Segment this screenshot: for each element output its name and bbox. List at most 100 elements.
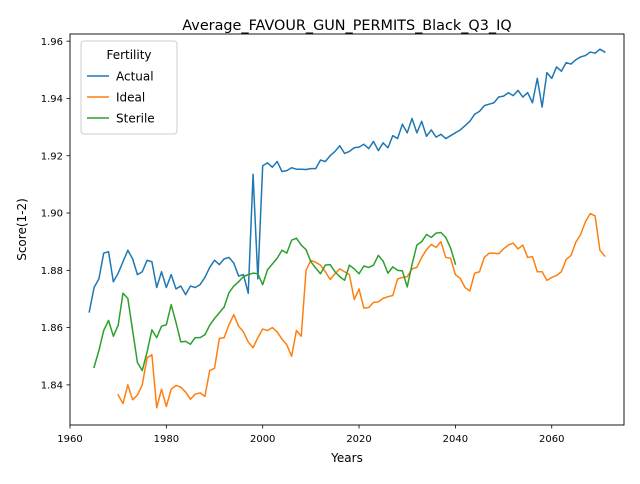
y-tick-label: 1.94: [41, 94, 63, 105]
data-point-actual: [189, 285, 192, 287]
y-axis-label: Score(1-2): [15, 198, 29, 261]
data-point-actual: [247, 292, 249, 294]
data-point-actual: [531, 102, 534, 104]
data-point-sterile: [411, 263, 413, 266]
data-point-ideal: [372, 301, 375, 303]
data-point-ideal: [546, 279, 548, 281]
data-point-sterile: [107, 319, 110, 322]
data-point-actual: [454, 132, 456, 134]
data-point-sterile: [319, 273, 322, 275]
data-point-actual: [276, 160, 278, 163]
data-point-actual: [262, 165, 264, 167]
data-point-actual: [175, 288, 177, 290]
data-point-actual: [377, 149, 379, 152]
data-point-ideal: [141, 384, 143, 386]
data-point-actual: [199, 284, 201, 286]
data-point-ideal: [136, 394, 139, 396]
data-point-ideal: [343, 271, 346, 273]
data-point-ideal: [358, 288, 360, 290]
data-point-actual: [324, 160, 326, 163]
data-point-sterile: [329, 263, 331, 266]
data-point-sterile: [286, 252, 288, 254]
data-point-sterile: [242, 276, 245, 278]
data-point-ideal: [156, 407, 158, 409]
data-point-actual: [156, 286, 158, 289]
data-point-ideal: [594, 215, 596, 217]
data-point-ideal: [396, 278, 399, 280]
data-point-ideal: [233, 314, 235, 316]
data-point-actual: [449, 135, 452, 137]
data-point-actual: [334, 150, 336, 153]
data-point-sterile: [440, 231, 442, 234]
data-point-sterile: [103, 329, 105, 332]
data-point-actual: [401, 123, 403, 125]
data-point-ideal: [531, 255, 534, 258]
data-point-sterile: [295, 237, 298, 239]
data-point-sterile: [353, 268, 355, 270]
data-point-ideal: [555, 274, 558, 277]
data-point-actual: [329, 155, 331, 157]
data-point-sterile: [228, 292, 230, 294]
data-point-sterile: [132, 329, 134, 332]
data-point-sterile: [271, 263, 273, 265]
data-point-actual: [536, 77, 538, 79]
data-point-ideal: [580, 233, 582, 236]
data-point-sterile: [180, 341, 182, 343]
data-point-sterile: [358, 273, 360, 275]
data-point-sterile: [421, 241, 423, 243]
data-point-actual: [488, 103, 490, 105]
data-point-ideal: [493, 252, 495, 254]
x-tick-label: 2040: [443, 434, 468, 445]
data-point-sterile: [185, 340, 187, 342]
data-point-actual: [295, 168, 298, 170]
data-point-ideal: [165, 405, 167, 407]
data-point-actual: [228, 256, 230, 259]
data-point-sterile: [165, 324, 167, 326]
data-point-actual: [300, 168, 302, 170]
data-point-ideal: [464, 286, 466, 289]
data-point-ideal: [281, 338, 283, 340]
legend-label-sterile: Sterile: [116, 111, 155, 125]
data-point-ideal: [151, 354, 153, 356]
data-point-actual: [136, 274, 139, 276]
data-point-ideal: [213, 367, 216, 369]
data-point-ideal: [175, 384, 177, 387]
data-point-ideal: [498, 253, 500, 255]
data-point-sterile: [300, 244, 302, 246]
data-point-ideal: [180, 386, 182, 388]
data-point-actual: [319, 159, 322, 161]
data-point-actual: [445, 137, 447, 140]
data-point-actual: [594, 52, 596, 54]
data-point-actual: [305, 168, 307, 171]
data-point-actual: [209, 266, 211, 269]
data-point-ideal: [132, 399, 134, 401]
data-point-ideal: [483, 256, 485, 259]
data-point-sterile: [209, 324, 211, 326]
y-tick-label: 1.86: [41, 323, 63, 334]
data-point-ideal: [599, 249, 601, 251]
data-point-sterile: [151, 329, 153, 331]
data-point-sterile: [315, 267, 317, 269]
y-tick-label: 1.90: [41, 209, 63, 220]
data-point-actual: [286, 170, 288, 172]
data-point-ideal: [522, 244, 524, 246]
data-point-sterile: [281, 249, 283, 251]
legend-box: [80, 40, 178, 135]
x-axis-label: Years: [330, 451, 363, 465]
data-point-actual: [382, 142, 384, 144]
data-point-sterile: [377, 254, 379, 257]
data-point-actual: [411, 117, 413, 120]
data-point-actual: [132, 258, 134, 260]
data-point-sterile: [348, 264, 351, 266]
data-point-actual: [93, 286, 95, 289]
data-point-actual: [527, 92, 529, 94]
data-point-actual: [315, 168, 317, 170]
data-point-ideal: [392, 294, 394, 297]
data-point-actual: [396, 137, 399, 140]
data-point-actual: [517, 89, 519, 92]
data-point-ideal: [295, 329, 298, 332]
data-point-actual: [103, 252, 105, 254]
data-point-sterile: [247, 274, 249, 276]
